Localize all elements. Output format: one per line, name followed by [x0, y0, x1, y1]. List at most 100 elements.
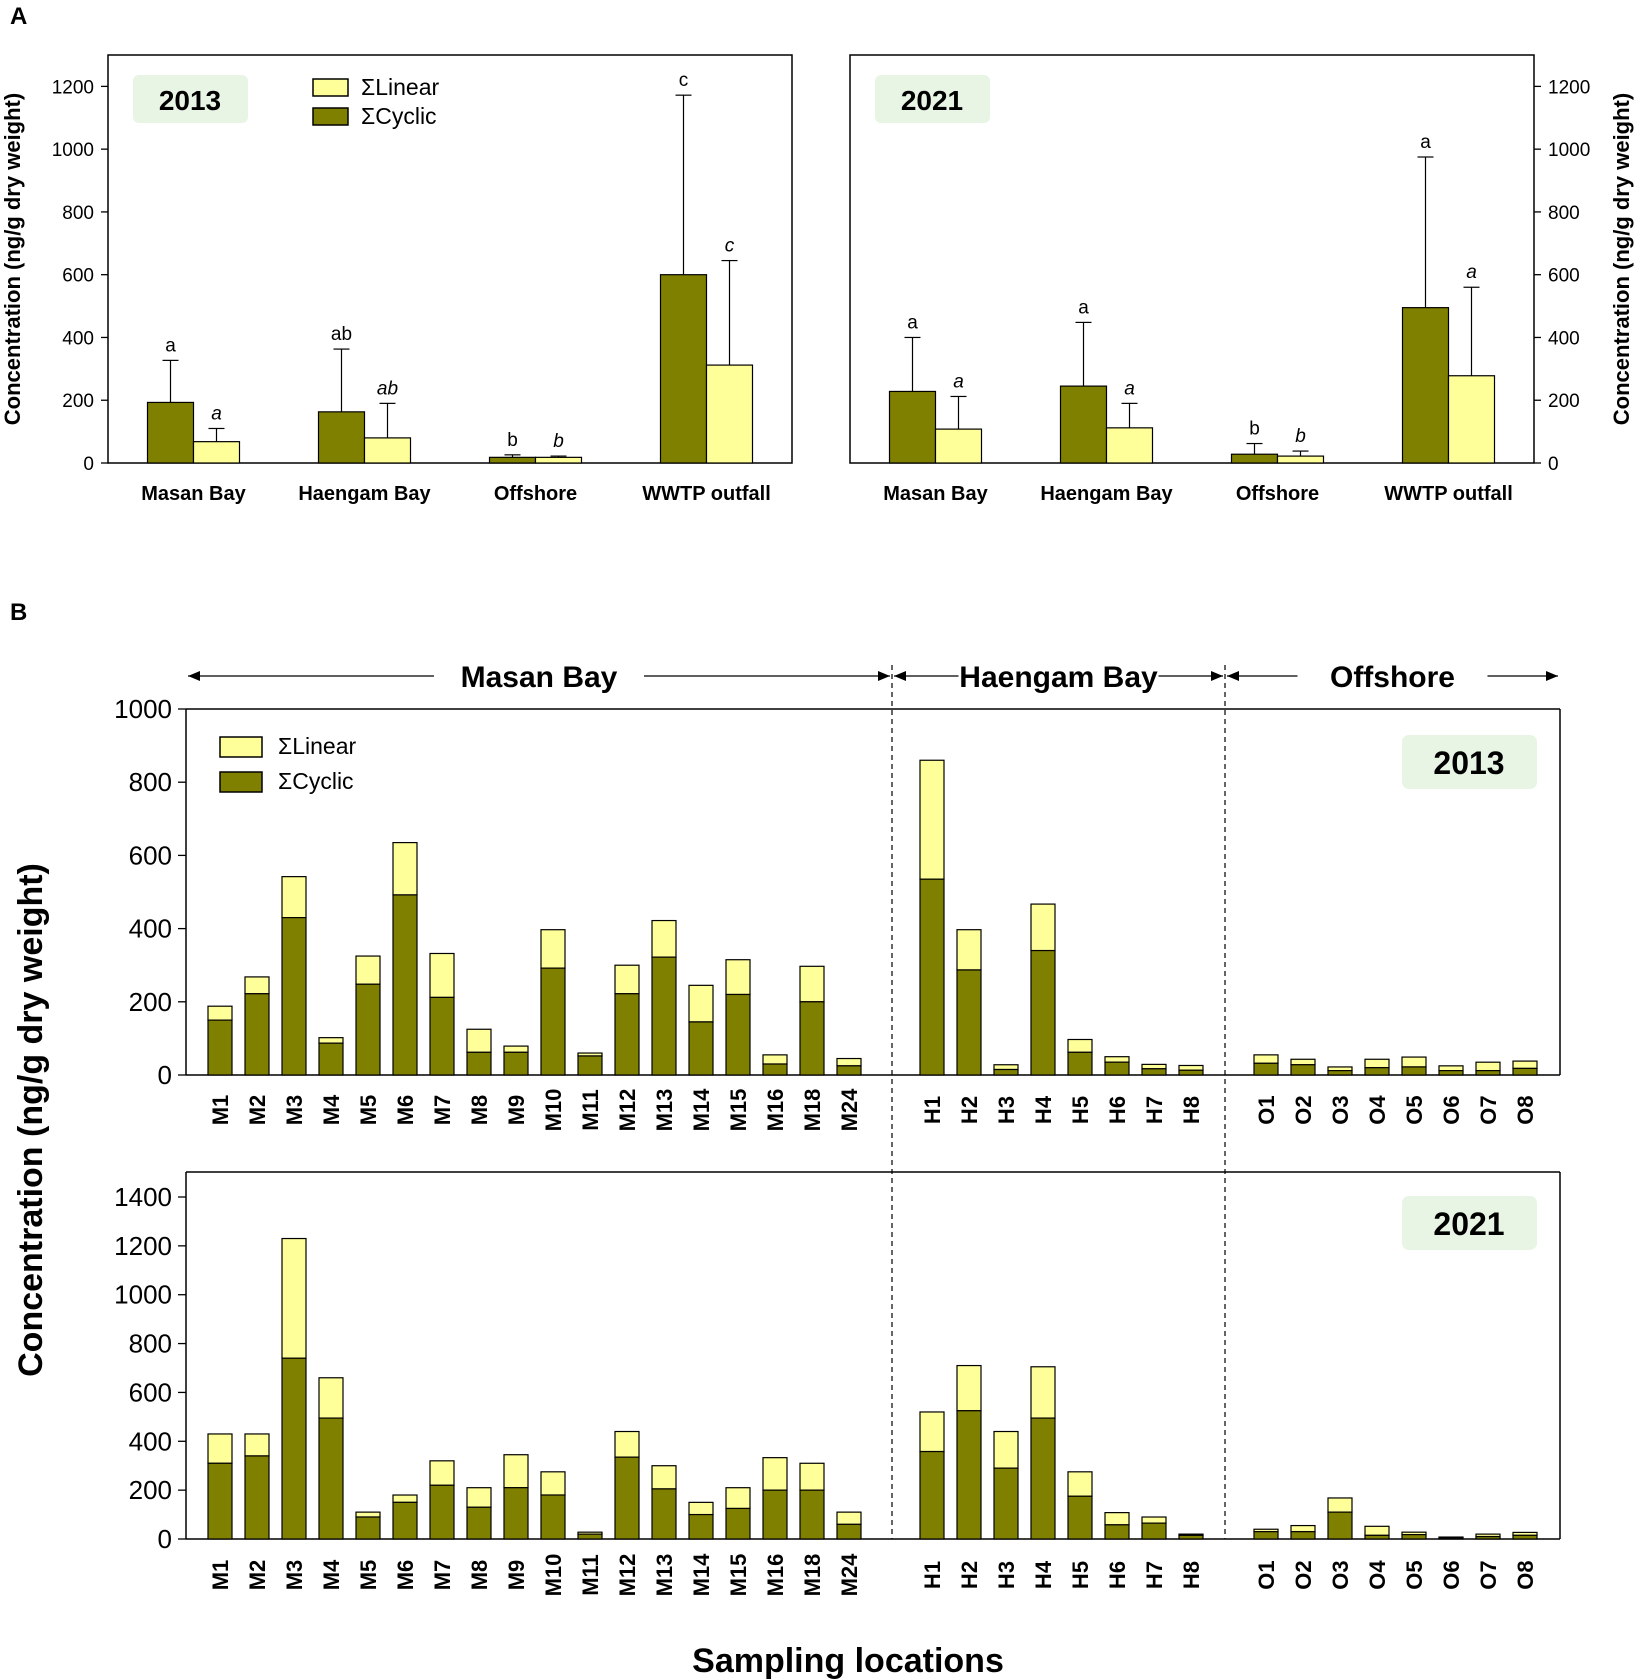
- bar-cyclic: [577, 1055, 603, 1076]
- y-axis-title: Concentration (ng/g dry weight): [0, 93, 25, 425]
- bar-linear: [207, 1433, 233, 1464]
- region-arrow-head-right: [1211, 671, 1223, 681]
- y-tick-label: 600: [129, 1377, 172, 1407]
- bar-linear: [503, 1045, 529, 1053]
- bar-cyclic: [317, 411, 366, 464]
- region-label: Haengam Bay: [959, 661, 1158, 694]
- y-tick-label: 200: [129, 1475, 172, 1505]
- y-tick-label: 600: [129, 840, 172, 870]
- category-label: M6: [393, 1560, 418, 1591]
- category-label: H6: [1105, 1096, 1130, 1124]
- bar-linear: [540, 1471, 566, 1496]
- bar-cyclic: [651, 956, 677, 1076]
- category-label: M24: [837, 1088, 862, 1132]
- legend-swatch-cyclic: [312, 107, 349, 126]
- plot-frame: [849, 54, 1535, 464]
- chart-b: 0 200 400 600 800 1000 2013 M1 M2 M3 M4 M5 M6 M7 M8 M9 M…: [12, 661, 1561, 1680]
- category-label: M13: [652, 1089, 677, 1132]
- significance-letter: c: [725, 236, 735, 257]
- bar-cyclic: [836, 1065, 862, 1076]
- bar-cyclic: [1438, 1070, 1464, 1076]
- bar-cyclic: [799, 1001, 825, 1076]
- bar-cyclic: [688, 1513, 714, 1540]
- region-arrow-head-left: [188, 671, 200, 681]
- region-label: Masan Bay: [461, 661, 618, 694]
- bar-cyclic: [429, 996, 455, 1076]
- legend-swatch-linear: [219, 736, 263, 758]
- bar-cyclic: [956, 1410, 982, 1540]
- panel-label-b: B: [10, 599, 27, 626]
- bar-cyclic: [540, 1494, 566, 1540]
- bar-linear: [1364, 1058, 1390, 1069]
- y-tick-label: 1000: [114, 1280, 172, 1310]
- category-label: M5: [356, 1095, 381, 1126]
- plot-frame: [107, 54, 793, 464]
- category-label: M10: [541, 1554, 566, 1597]
- category-label: H3: [994, 1096, 1019, 1124]
- category-label: M10: [541, 1089, 566, 1132]
- significance-letter: a: [953, 371, 964, 392]
- bar-linear: [244, 1433, 270, 1457]
- category-label: O3: [1328, 1560, 1353, 1589]
- category-label: O5: [1402, 1095, 1427, 1124]
- year-label: 2021: [901, 85, 963, 116]
- year-label: 2021: [1433, 1206, 1504, 1242]
- bar-cyclic: [614, 993, 640, 1076]
- bar-linear: [503, 1454, 529, 1489]
- category-label: M16: [763, 1554, 788, 1597]
- category-label: Masan Bay: [883, 483, 988, 505]
- bar-cyclic: [659, 274, 708, 464]
- y-tick-label: 200: [129, 987, 172, 1017]
- bar-linear: [762, 1457, 788, 1491]
- bar-cyclic: [429, 1484, 455, 1540]
- category-label: H4: [1031, 1095, 1056, 1124]
- category-label: O4: [1365, 1095, 1390, 1125]
- bar-cyclic: [1104, 1524, 1130, 1540]
- bar-cyclic: [762, 1489, 788, 1540]
- category-label: M4: [319, 1559, 344, 1590]
- bar-cyclic: [355, 983, 381, 1076]
- category-label: O5: [1402, 1560, 1427, 1589]
- y-tick-label: 400: [129, 914, 172, 944]
- bar-cyclic: [281, 917, 307, 1076]
- bar-cyclic: [146, 401, 195, 464]
- significance-letter: a: [211, 403, 222, 424]
- y-tick-label: 1200: [52, 77, 94, 98]
- bar-cyclic: [355, 1516, 381, 1540]
- category-label: H5: [1068, 1561, 1093, 1589]
- region-label: Offshore: [1330, 661, 1455, 694]
- category-label: WWTP outfall: [1384, 483, 1513, 505]
- legend-label-cyclic: ΣCyclic: [361, 103, 437, 129]
- bar-linear: [355, 955, 381, 985]
- bar-linear: [993, 1064, 1019, 1071]
- y-tick-label: 1000: [114, 694, 172, 724]
- category-label: Haengam Bay: [298, 483, 431, 505]
- x-axis-title: Sampling locations: [692, 1642, 1004, 1680]
- bar-cyclic: [614, 1456, 640, 1540]
- bar-cyclic: [1475, 1535, 1501, 1540]
- bar-linear: [688, 984, 714, 1023]
- year-label: 2013: [159, 85, 221, 116]
- category-label: O8: [1513, 1560, 1538, 1589]
- bar-linear: [614, 964, 640, 995]
- bar-cyclic: [1230, 453, 1279, 464]
- category-label: M3: [282, 1095, 307, 1126]
- bar-linear: [1447, 375, 1496, 464]
- bar-linear: [466, 1028, 492, 1053]
- category-label: O4: [1365, 1560, 1390, 1590]
- category-label: WWTP outfall: [642, 483, 771, 505]
- bar-cyclic: [651, 1488, 677, 1540]
- bar-cyclic: [281, 1357, 307, 1540]
- bar-cyclic: [1327, 1070, 1353, 1076]
- bar-linear: [1104, 1056, 1130, 1063]
- category-label: H5: [1068, 1096, 1093, 1124]
- category-label: H8: [1179, 1561, 1204, 1589]
- bar-cyclic: [1290, 1531, 1316, 1540]
- category-label: M5: [356, 1560, 381, 1591]
- bar-linear: [1030, 903, 1056, 952]
- bar-cyclic: [888, 390, 937, 464]
- bar-cyclic: [919, 1450, 945, 1540]
- bar-cyclic: [1512, 1067, 1538, 1076]
- category-label: Offshore: [1236, 483, 1319, 505]
- bar-linear: [725, 1487, 751, 1510]
